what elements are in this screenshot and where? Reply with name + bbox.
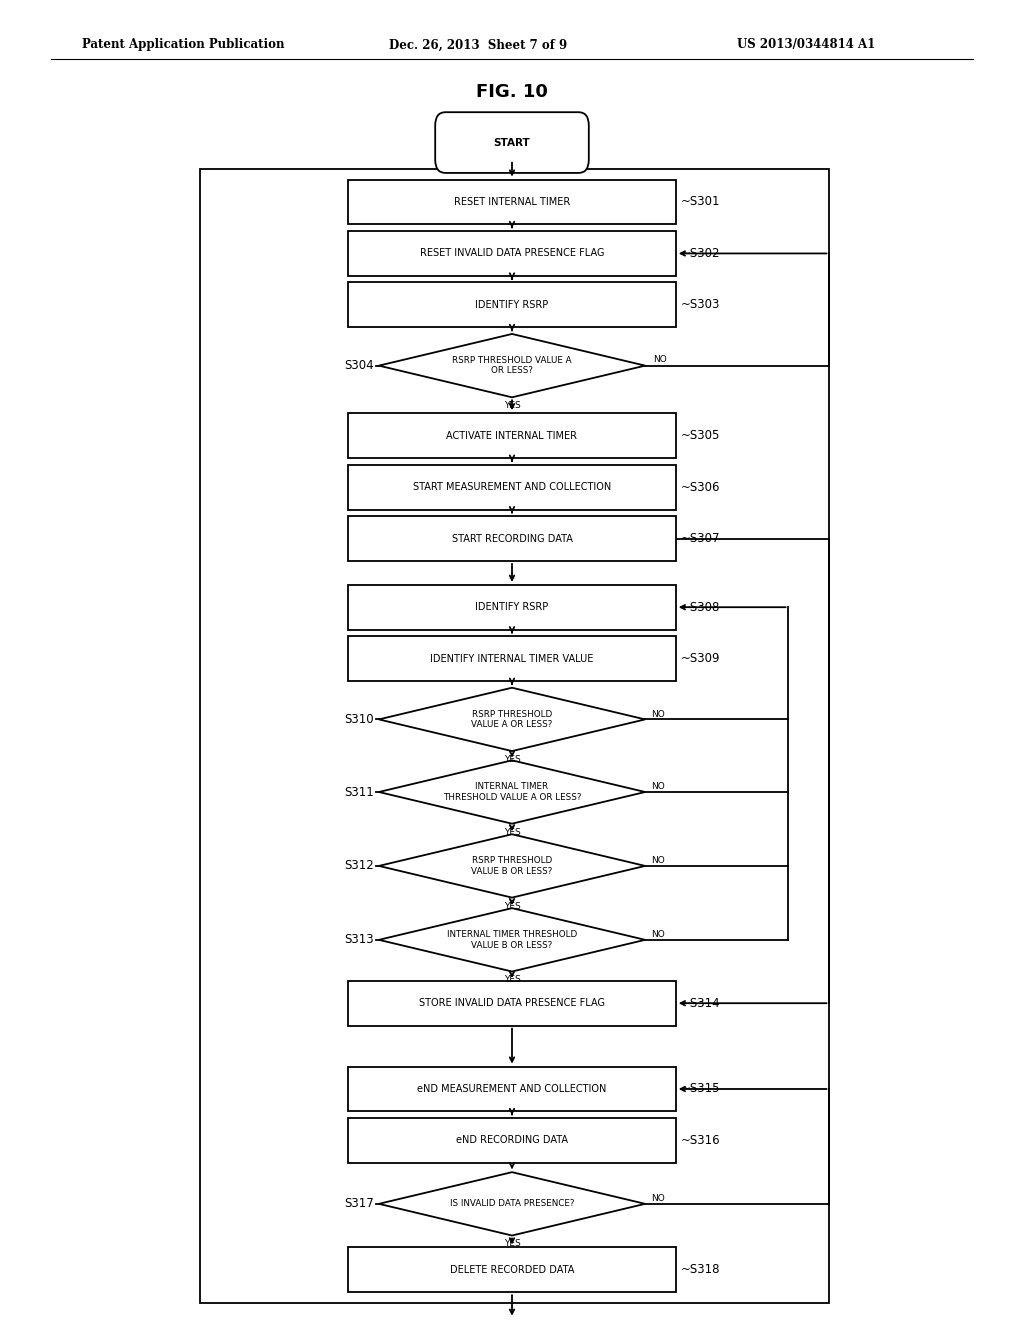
Text: YES: YES bbox=[504, 755, 520, 764]
Text: START MEASUREMENT AND COLLECTION: START MEASUREMENT AND COLLECTION bbox=[413, 482, 611, 492]
Text: ~S307: ~S307 bbox=[681, 532, 721, 545]
FancyBboxPatch shape bbox=[348, 1247, 676, 1292]
FancyBboxPatch shape bbox=[435, 112, 589, 173]
Text: IDENTIFY RSRP: IDENTIFY RSRP bbox=[475, 602, 549, 612]
Text: NO: NO bbox=[651, 931, 665, 939]
Text: ~S306: ~S306 bbox=[681, 480, 721, 494]
Polygon shape bbox=[379, 1172, 645, 1236]
Text: RESET INVALID DATA PRESENCE FLAG: RESET INVALID DATA PRESENCE FLAG bbox=[420, 248, 604, 259]
Text: YES: YES bbox=[504, 1239, 520, 1249]
Text: S310: S310 bbox=[344, 713, 374, 726]
Text: S317: S317 bbox=[344, 1197, 374, 1210]
Text: YES: YES bbox=[504, 828, 520, 837]
Text: RSRP THRESHOLD VALUE A
OR LESS?: RSRP THRESHOLD VALUE A OR LESS? bbox=[453, 356, 571, 375]
Text: IDENTIFY RSRP: IDENTIFY RSRP bbox=[475, 300, 549, 310]
Text: Patent Application Publication: Patent Application Publication bbox=[82, 38, 285, 51]
FancyBboxPatch shape bbox=[348, 180, 676, 224]
Text: ~S309: ~S309 bbox=[681, 652, 721, 665]
Text: ~S315: ~S315 bbox=[681, 1082, 721, 1096]
Text: ~S314: ~S314 bbox=[681, 997, 721, 1010]
Text: FIG. 10: FIG. 10 bbox=[476, 83, 548, 102]
Text: INTERNAL TIMER
THRESHOLD VALUE A OR LESS?: INTERNAL TIMER THRESHOLD VALUE A OR LESS… bbox=[442, 783, 582, 801]
FancyBboxPatch shape bbox=[348, 282, 676, 327]
FancyBboxPatch shape bbox=[348, 636, 676, 681]
Text: IDENTIFY INTERNAL TIMER VALUE: IDENTIFY INTERNAL TIMER VALUE bbox=[430, 653, 594, 664]
Polygon shape bbox=[379, 834, 645, 898]
Text: RSRP THRESHOLD
VALUE A OR LESS?: RSRP THRESHOLD VALUE A OR LESS? bbox=[471, 710, 553, 729]
Text: ~S318: ~S318 bbox=[681, 1263, 721, 1276]
FancyBboxPatch shape bbox=[348, 585, 676, 630]
Text: Dec. 26, 2013  Sheet 7 of 9: Dec. 26, 2013 Sheet 7 of 9 bbox=[389, 38, 567, 51]
Text: US 2013/0344814 A1: US 2013/0344814 A1 bbox=[737, 38, 876, 51]
FancyBboxPatch shape bbox=[348, 981, 676, 1026]
Text: STORE INVALID DATA PRESENCE FLAG: STORE INVALID DATA PRESENCE FLAG bbox=[419, 998, 605, 1008]
Text: INTERNAL TIMER THRESHOLD
VALUE B OR LESS?: INTERNAL TIMER THRESHOLD VALUE B OR LESS… bbox=[446, 931, 578, 949]
Text: START RECORDING DATA: START RECORDING DATA bbox=[452, 533, 572, 544]
Text: S311: S311 bbox=[344, 785, 374, 799]
Polygon shape bbox=[379, 688, 645, 751]
FancyBboxPatch shape bbox=[348, 516, 676, 561]
FancyBboxPatch shape bbox=[348, 465, 676, 510]
Text: S313: S313 bbox=[344, 933, 374, 946]
Text: NO: NO bbox=[651, 857, 665, 865]
Text: ACTIVATE INTERNAL TIMER: ACTIVATE INTERNAL TIMER bbox=[446, 430, 578, 441]
Text: YES: YES bbox=[504, 975, 520, 985]
Text: S304: S304 bbox=[344, 359, 374, 372]
Text: S312: S312 bbox=[344, 859, 374, 873]
Text: ~S308: ~S308 bbox=[681, 601, 720, 614]
Text: NO: NO bbox=[653, 355, 667, 363]
Text: YES: YES bbox=[504, 401, 520, 411]
Text: IS INVALID DATA PRESENCE?: IS INVALID DATA PRESENCE? bbox=[450, 1200, 574, 1208]
Polygon shape bbox=[379, 908, 645, 972]
Text: ~S305: ~S305 bbox=[681, 429, 720, 442]
Text: eND MEASUREMENT AND COLLECTION: eND MEASUREMENT AND COLLECTION bbox=[418, 1084, 606, 1094]
FancyBboxPatch shape bbox=[348, 413, 676, 458]
Text: ~S303: ~S303 bbox=[681, 298, 720, 312]
Text: YES: YES bbox=[504, 902, 520, 911]
FancyBboxPatch shape bbox=[348, 1118, 676, 1163]
Text: NO: NO bbox=[651, 1195, 665, 1203]
Text: NO: NO bbox=[651, 710, 665, 718]
Text: ~S316: ~S316 bbox=[681, 1134, 721, 1147]
FancyBboxPatch shape bbox=[348, 1067, 676, 1111]
Polygon shape bbox=[379, 334, 645, 397]
Text: RESET INTERNAL TIMER: RESET INTERNAL TIMER bbox=[454, 197, 570, 207]
FancyBboxPatch shape bbox=[348, 231, 676, 276]
Text: RSRP THRESHOLD
VALUE B OR LESS?: RSRP THRESHOLD VALUE B OR LESS? bbox=[471, 857, 553, 875]
Text: eND RECORDING DATA: eND RECORDING DATA bbox=[456, 1135, 568, 1146]
Text: ~S301: ~S301 bbox=[681, 195, 721, 209]
Text: DELETE RECORDED DATA: DELETE RECORDED DATA bbox=[450, 1265, 574, 1275]
Text: NO: NO bbox=[651, 783, 665, 791]
Polygon shape bbox=[379, 760, 645, 824]
Text: ~S302: ~S302 bbox=[681, 247, 721, 260]
Text: START: START bbox=[494, 137, 530, 148]
